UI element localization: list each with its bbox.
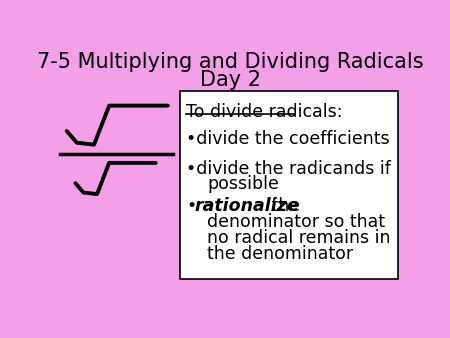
Text: the: the [266,197,300,215]
Text: •: • [186,197,197,215]
Text: •divide the radicands if: •divide the radicands if [186,160,391,178]
Text: possible: possible [207,175,279,193]
FancyBboxPatch shape [180,91,398,279]
Text: Day 2: Day 2 [200,71,261,91]
Text: •divide the coefficients: •divide the coefficients [186,130,390,148]
Text: To divide radicals:: To divide radicals: [186,103,343,121]
Text: rationalize: rationalize [194,197,299,215]
Text: no radical remains in: no radical remains in [207,229,391,247]
Text: the denominator: the denominator [207,245,353,263]
Text: 7-5 Multiplying and Dividing Radicals: 7-5 Multiplying and Dividing Radicals [37,52,424,72]
Text: denominator so that: denominator so that [207,213,385,231]
